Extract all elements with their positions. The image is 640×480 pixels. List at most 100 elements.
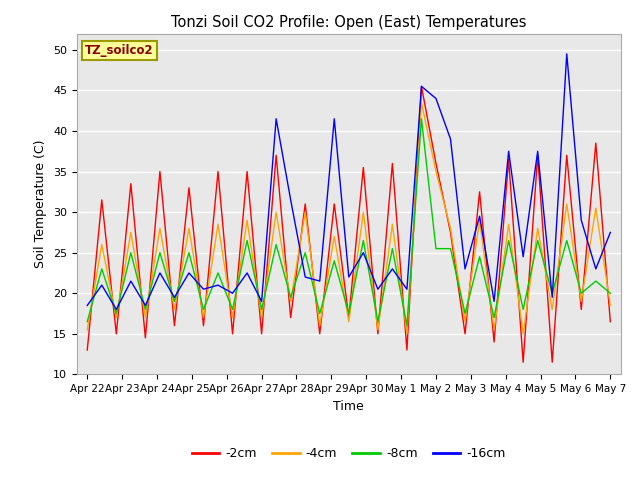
-8cm [316, 311, 324, 316]
-8cm [345, 311, 353, 316]
-16cm [200, 286, 207, 292]
-4cm [214, 221, 222, 227]
-2cm [519, 360, 527, 365]
-8cm [476, 254, 483, 260]
-8cm [607, 290, 614, 296]
-4cm [98, 242, 106, 248]
-16cm [592, 266, 600, 272]
-8cm [171, 299, 179, 304]
-16cm [127, 278, 134, 284]
-2cm [374, 331, 381, 336]
-4cm [127, 229, 134, 235]
-4cm [476, 217, 483, 223]
-2cm [577, 307, 585, 312]
-2cm [432, 160, 440, 166]
-8cm [127, 250, 134, 255]
-2cm [287, 315, 294, 321]
-8cm [403, 323, 411, 329]
-16cm [519, 254, 527, 260]
Line: -4cm: -4cm [87, 103, 611, 334]
-2cm [243, 168, 251, 174]
-8cm [534, 238, 541, 243]
-8cm [243, 238, 251, 243]
-8cm [592, 278, 600, 284]
-16cm [171, 294, 179, 300]
-4cm [185, 226, 193, 231]
-4cm [83, 327, 91, 333]
-16cm [287, 197, 294, 203]
-2cm [258, 331, 266, 336]
-16cm [272, 116, 280, 121]
-4cm [461, 319, 469, 324]
-16cm [447, 136, 454, 142]
-16cm [98, 282, 106, 288]
-8cm [447, 246, 454, 252]
-16cm [461, 266, 469, 272]
-8cm [83, 319, 91, 324]
-8cm [156, 250, 164, 255]
-8cm [330, 258, 338, 264]
-16cm [505, 148, 513, 154]
-2cm [534, 153, 541, 158]
-8cm [563, 238, 571, 243]
-4cm [200, 315, 207, 321]
-2cm [316, 331, 324, 336]
-2cm [592, 140, 600, 146]
-8cm [272, 242, 280, 248]
-2cm [214, 168, 222, 174]
-4cm [228, 315, 236, 321]
-16cm [577, 217, 585, 223]
-8cm [432, 246, 440, 252]
-2cm [418, 84, 426, 89]
Line: -16cm: -16cm [87, 54, 611, 310]
-16cm [432, 96, 440, 101]
-2cm [301, 201, 309, 207]
-16cm [534, 148, 541, 154]
-4cm [258, 315, 266, 321]
-8cm [505, 238, 513, 243]
-16cm [607, 229, 614, 235]
-8cm [287, 294, 294, 300]
-4cm [388, 221, 396, 227]
-2cm [476, 189, 483, 195]
-4cm [534, 226, 541, 231]
-16cm [243, 270, 251, 276]
-4cm [563, 201, 571, 207]
-4cm [418, 100, 426, 106]
-2cm [490, 339, 498, 345]
-2cm [330, 201, 338, 207]
-8cm [200, 307, 207, 312]
-2cm [607, 319, 614, 324]
-4cm [548, 307, 556, 312]
-16cm [301, 274, 309, 280]
-16cm [330, 116, 338, 121]
-16cm [228, 290, 236, 296]
-16cm [156, 270, 164, 276]
-8cm [519, 307, 527, 312]
-4cm [141, 315, 149, 321]
-8cm [360, 238, 367, 243]
-16cm [316, 278, 324, 284]
-2cm [272, 153, 280, 158]
-2cm [403, 347, 411, 353]
-16cm [214, 282, 222, 288]
Title: Tonzi Soil CO2 Profile: Open (East) Temperatures: Tonzi Soil CO2 Profile: Open (East) Temp… [171, 15, 527, 30]
-2cm [141, 335, 149, 341]
-8cm [214, 270, 222, 276]
-8cm [301, 250, 309, 255]
-8cm [98, 266, 106, 272]
-2cm [127, 181, 134, 187]
-8cm [374, 319, 381, 324]
-16cm [360, 250, 367, 255]
-4cm [345, 319, 353, 324]
-2cm [548, 360, 556, 365]
-8cm [388, 246, 396, 252]
-4cm [272, 209, 280, 215]
-8cm [577, 290, 585, 296]
Legend: -2cm, -4cm, -8cm, -16cm: -2cm, -4cm, -8cm, -16cm [187, 442, 511, 465]
-8cm [228, 307, 236, 312]
-8cm [461, 311, 469, 316]
-4cm [171, 307, 179, 312]
-16cm [83, 302, 91, 308]
-2cm [228, 331, 236, 336]
